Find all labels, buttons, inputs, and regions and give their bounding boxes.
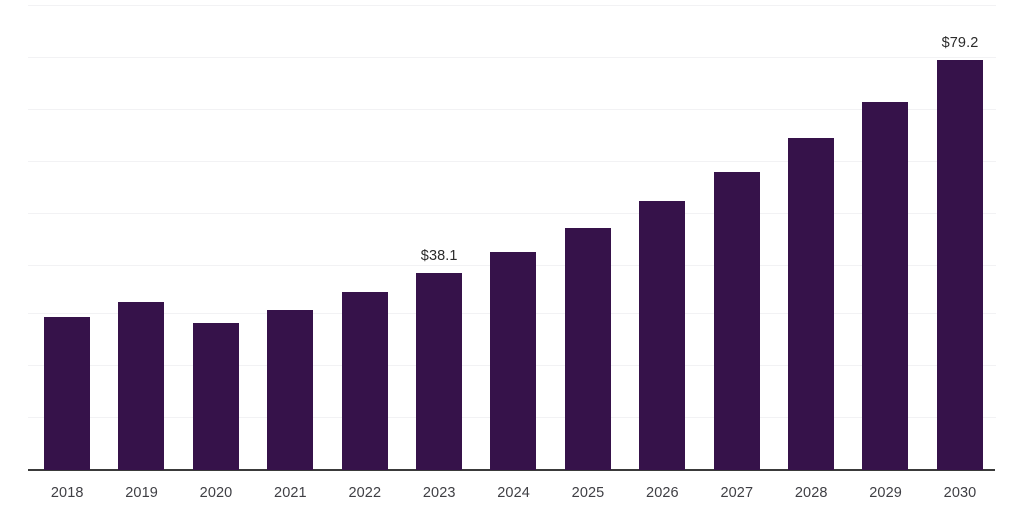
bar[interactable] [44,316,90,470]
bar[interactable] [564,227,611,470]
bar-group[interactable] [476,0,550,470]
gridline [28,161,996,162]
bar-group[interactable] [179,0,253,470]
x-axis-tick-label: 2029 [869,485,902,501]
x-axis-tick-label: 2019 [125,485,158,501]
bar-group[interactable] [774,0,848,470]
bar-group[interactable]: $79.2 [923,0,997,470]
bar-group[interactable] [104,0,178,470]
gridline [28,57,996,58]
x-axis-tick-label: 2021 [274,485,307,501]
bar-group[interactable] [848,0,922,470]
bar[interactable] [788,138,834,470]
x-axis-tick-label: 2026 [646,485,679,501]
bar[interactable] [118,301,165,470]
x-axis-tick-label: 2030 [943,485,977,501]
gridline [28,5,996,6]
x-axis-tick-label: 2028 [794,485,828,501]
bar-group[interactable] [253,0,327,470]
bar[interactable] [639,201,686,470]
x-axis-tick-label: 2027 [720,485,754,501]
bar[interactable] [862,102,909,470]
bar-group[interactable] [625,0,699,470]
bar[interactable] [341,292,388,470]
bar-group[interactable]: $38.1 [402,0,476,470]
bar[interactable] [192,322,239,470]
bar-group[interactable] [30,0,104,470]
bar[interactable] [416,272,462,470]
bar[interactable] [490,251,537,470]
x-axis-labels: 2018 2019 2020 2021 2022 2023 2024 2025 2026 2027… [0,470,1024,512]
gridline [28,109,996,110]
bar[interactable] [267,309,314,470]
gridline [28,213,996,214]
x-axis-tick-label: 2023 [422,485,456,501]
x-axis-tick-label: 2025 [571,485,605,501]
x-axis-tick-label: 2020 [199,485,233,501]
x-axis-tick-label: 2018 [50,485,84,501]
bar[interactable] [713,171,760,470]
bar-value-label: $38.1 [420,247,458,264]
bar[interactable] [936,60,983,470]
bar-group[interactable] [551,0,625,470]
bar-group[interactable] [700,0,774,470]
bar-group[interactable] [328,0,402,470]
x-axis-tick-label: 2024 [497,485,530,501]
bar-value-label: $79.2 [941,35,979,52]
x-axis-tick-label: 2022 [348,485,382,501]
x-axis-line [28,469,995,471]
bars-layer: $38.1 $79.2 [30,0,997,470]
